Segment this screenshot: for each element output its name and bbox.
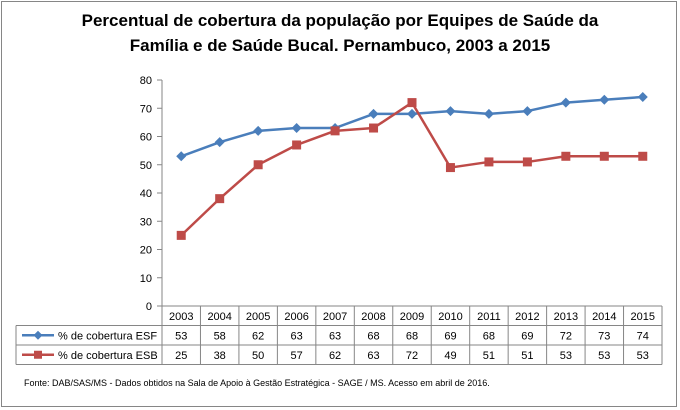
y-tick-label: 60 xyxy=(140,132,152,144)
y-tick-label: 70 xyxy=(140,103,152,115)
data-table-value: 53 xyxy=(560,350,572,362)
y-tick-label: 50 xyxy=(140,160,152,172)
data-point-square xyxy=(484,157,494,167)
data-table-value: 63 xyxy=(367,350,379,362)
data-point-square xyxy=(522,157,532,167)
data-point-square xyxy=(561,151,571,161)
data-point-diamond xyxy=(291,123,302,134)
data-point-square xyxy=(330,126,340,136)
x-tick-label: 2013 xyxy=(554,311,578,323)
series-name: % de cobertura ESF xyxy=(58,330,157,342)
data-table-value: 74 xyxy=(637,330,649,342)
data-table-value: 53 xyxy=(175,330,187,342)
data-point-square xyxy=(445,163,455,173)
data-table-value: 68 xyxy=(406,330,418,342)
data-point-diamond xyxy=(483,108,494,119)
x-tick-label: 2007 xyxy=(323,311,347,323)
data-table-value: 25 xyxy=(175,350,187,362)
x-tick-label: 2005 xyxy=(246,311,270,323)
y-tick-label: 20 xyxy=(140,245,152,257)
data-table-value: 53 xyxy=(637,350,649,362)
data-point-diamond xyxy=(560,97,571,108)
x-tick-label: 2009 xyxy=(400,311,424,323)
data-point-diamond xyxy=(599,94,610,105)
data-table-value: 57 xyxy=(290,350,302,362)
data-table-value: 51 xyxy=(483,350,495,362)
data-point-diamond xyxy=(445,106,456,117)
data-table-value: 50 xyxy=(252,350,264,362)
data-point-diamond xyxy=(522,106,533,117)
data-point-diamond xyxy=(253,125,264,136)
x-tick-label: 2010 xyxy=(438,311,462,323)
x-tick-label: 2012 xyxy=(515,311,539,323)
x-tick-label: 2006 xyxy=(284,311,308,323)
series-line xyxy=(180,101,643,237)
data-point-square xyxy=(369,123,379,133)
data-point-diamond xyxy=(637,91,648,102)
data-point-square xyxy=(253,160,263,170)
data-point-diamond xyxy=(407,108,417,119)
data-table-value: 68 xyxy=(483,330,495,342)
data-point-square xyxy=(215,194,225,204)
data-table-value: 38 xyxy=(214,350,226,362)
data-table-value: 58 xyxy=(214,330,226,342)
data-point-square xyxy=(638,151,648,161)
data-table-value: 63 xyxy=(290,330,302,342)
y-tick-label: 10 xyxy=(140,273,152,285)
data-table-value: 53 xyxy=(598,350,610,362)
x-tick-label: 2004 xyxy=(207,311,231,323)
data-table-value: 63 xyxy=(329,330,341,342)
data-point-square xyxy=(407,98,417,108)
x-tick-label: 2015 xyxy=(631,311,655,323)
series-name: % de cobertura ESB xyxy=(58,350,158,362)
x-tick-label: 2003 xyxy=(169,311,193,323)
data-table-value: 72 xyxy=(560,330,572,342)
x-tick-label: 2014 xyxy=(592,311,616,323)
data-point-square xyxy=(176,230,186,240)
data-point-square xyxy=(599,151,609,161)
data-table-value: 51 xyxy=(521,350,533,362)
chart-title: Percentual de cobertura da população por… xyxy=(0,8,680,58)
data-table-value: 68 xyxy=(367,330,379,342)
y-tick-label: 40 xyxy=(140,188,152,200)
data-table-value: 69 xyxy=(521,330,533,342)
y-tick-label: 0 xyxy=(146,301,152,313)
legend-marker-diamond xyxy=(33,330,43,340)
chart-title-line-2: Família e de Saúde Bucal. Pernambuco, 20… xyxy=(129,36,551,55)
data-point-square xyxy=(292,140,302,150)
data-table-value: 49 xyxy=(444,350,456,362)
data-point-diamond xyxy=(176,151,187,162)
data-table-value: 62 xyxy=(329,350,341,362)
y-tick-label: 30 xyxy=(140,216,152,228)
data-point-diamond xyxy=(368,108,379,119)
data-table-value: 73 xyxy=(598,330,610,342)
legend-marker-square xyxy=(34,350,42,359)
x-tick-label: 2011 xyxy=(477,311,501,323)
source-note: Fonte: DAB/SAS/MS - Dados obtidos na Sal… xyxy=(24,378,490,388)
chart-title-line-1: Percentual de cobertura da população por… xyxy=(81,11,599,30)
data-table-value: 62 xyxy=(252,330,264,342)
x-tick-label: 2008 xyxy=(361,311,385,323)
data-table-value: 72 xyxy=(406,350,418,362)
data-point-diamond xyxy=(214,137,225,148)
data-table-value: 69 xyxy=(444,330,456,342)
y-tick-label: 80 xyxy=(140,75,152,87)
